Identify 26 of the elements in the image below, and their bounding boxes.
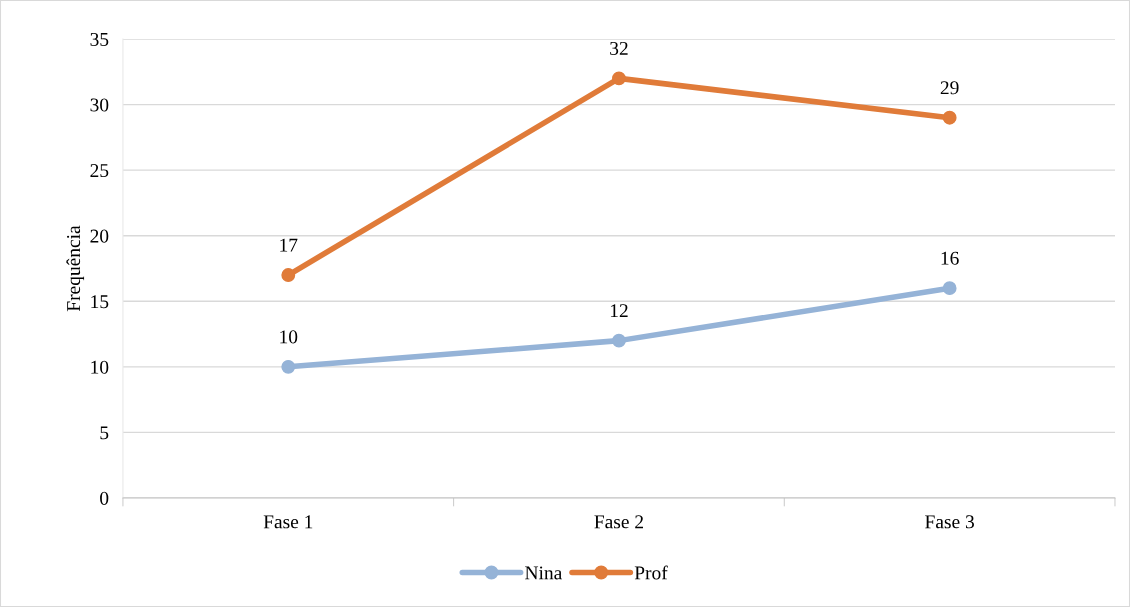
- data-label: 17: [280, 238, 298, 252]
- y-tick-label: 10: [91, 360, 109, 374]
- y-tick-label: 5: [100, 426, 109, 440]
- data-label: 10: [280, 330, 298, 344]
- point: [942, 281, 957, 296]
- x-tick-label: Fase 2: [594, 515, 643, 529]
- x-tick-label: Fase 1: [263, 515, 313, 529]
- y-tick-label: 30: [90, 98, 109, 112]
- data-label: 16: [941, 251, 959, 265]
- point: [281, 359, 296, 374]
- point: [281, 268, 296, 283]
- y-tick-label: 0: [100, 491, 109, 505]
- point: [942, 110, 957, 125]
- y-tick-label: 25: [90, 164, 109, 178]
- y-tick-label: 20: [90, 229, 109, 243]
- data-label: 29: [940, 81, 959, 95]
- data-label: 32: [610, 41, 628, 55]
- point: [612, 333, 626, 348]
- legend-label: Nina: [525, 566, 563, 580]
- y-axis-title: Frequência: [66, 225, 85, 312]
- y-tick-label: 15: [91, 295, 109, 309]
- x-tick-label: Fase 3: [925, 515, 974, 529]
- point: [612, 71, 626, 86]
- data-label: 12: [610, 304, 628, 318]
- y-tick-label: 35: [90, 32, 109, 46]
- legend-label: Prof: [634, 565, 668, 580]
